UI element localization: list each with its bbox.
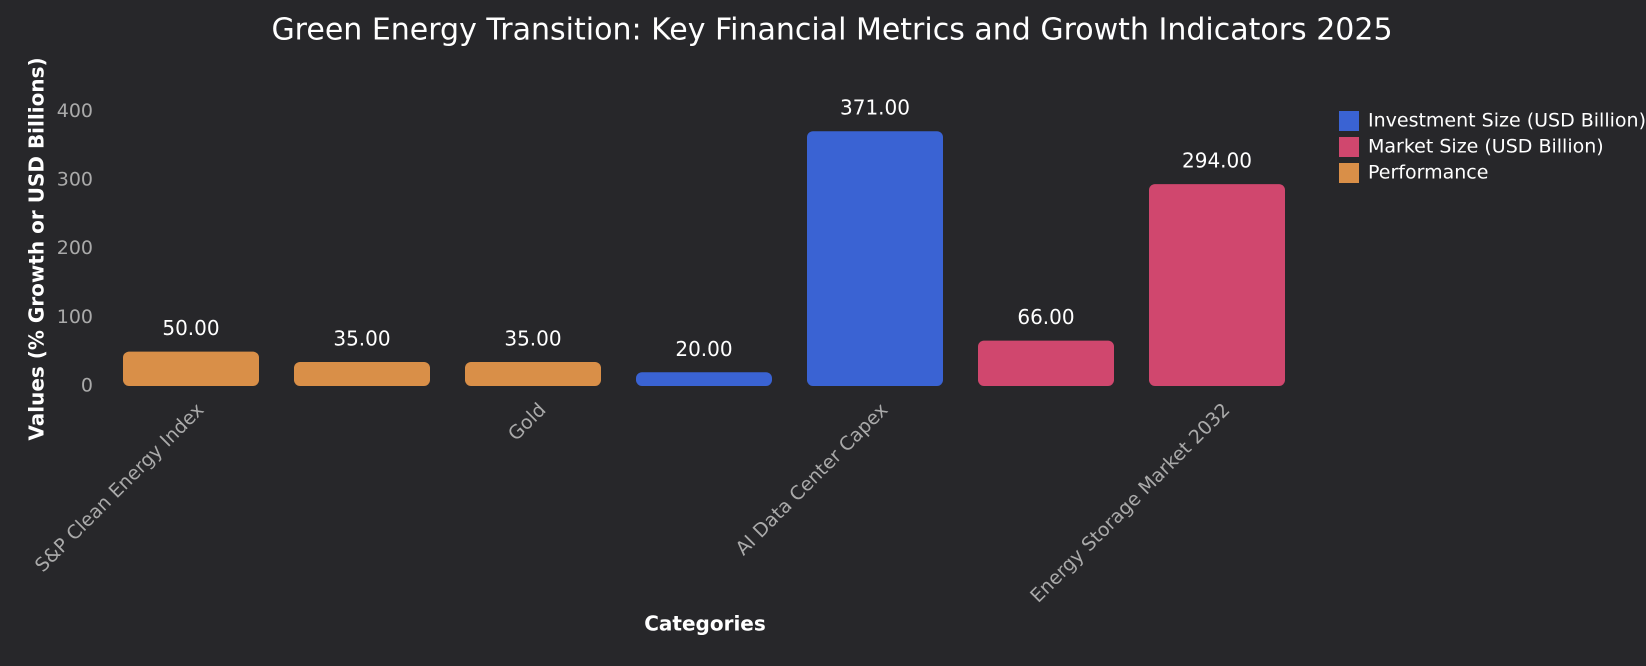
y-tick-label: 400: [57, 100, 93, 122]
chart-title: Green Energy Transition: Key Financial M…: [271, 13, 1392, 48]
value-label: 35.00: [504, 326, 561, 350]
bar: [978, 340, 1114, 386]
legend-label: Performance: [1368, 162, 1488, 184]
legend-label: Market Size (USD Billion): [1368, 136, 1604, 158]
x-axis-label: Categories: [644, 612, 766, 636]
y-tick-label: 0: [81, 375, 93, 397]
legend-swatch: [1339, 163, 1359, 183]
legend-swatch: [1339, 111, 1359, 131]
y-axis-label: Values (% Growth or USD Billions): [25, 57, 49, 440]
bar: [123, 351, 259, 386]
value-label: 371.00: [840, 96, 910, 120]
value-label: 294.00: [1182, 149, 1252, 173]
bar: [294, 361, 430, 386]
bar: [465, 361, 601, 386]
bar: [636, 372, 772, 386]
legend-swatch: [1339, 137, 1359, 157]
y-tick-label: 200: [57, 237, 93, 259]
value-label: 66.00: [1017, 305, 1074, 329]
bar: [807, 131, 943, 386]
value-label: 20.00: [675, 337, 732, 361]
y-tick-label: 100: [57, 306, 93, 328]
value-label: 35.00: [333, 326, 390, 350]
y-tick-label: 300: [57, 169, 93, 191]
bar: [1149, 184, 1285, 386]
legend-label: Investment Size (USD Billion): [1368, 110, 1646, 132]
value-label: 50.00: [162, 316, 219, 340]
